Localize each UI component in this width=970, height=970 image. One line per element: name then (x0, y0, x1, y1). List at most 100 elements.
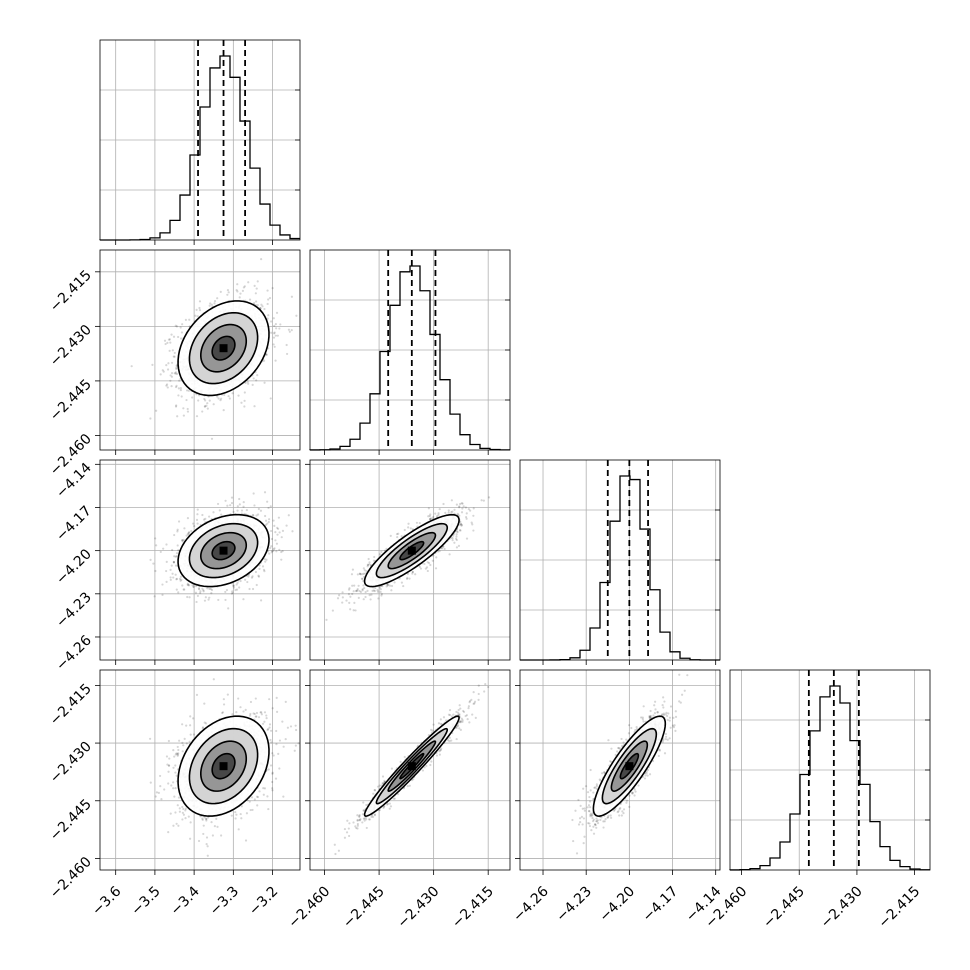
sample-point (390, 589, 393, 592)
sample-point (367, 563, 370, 567)
sample-point (347, 588, 351, 591)
sample-point (371, 589, 374, 593)
sample-point (251, 513, 254, 517)
sample-point (196, 594, 199, 598)
y-tick-label: −2.415 (47, 267, 95, 315)
sample-point (204, 517, 207, 520)
sample-point (228, 397, 231, 400)
sample-point (270, 320, 273, 323)
sample-point (348, 601, 351, 604)
sample-point (469, 509, 472, 512)
sample-point (254, 300, 258, 303)
sample-point (369, 598, 372, 601)
sample-point (268, 296, 272, 300)
sample-point (256, 513, 260, 516)
sample-point (386, 583, 389, 586)
sample-point (472, 514, 475, 517)
sample-point (173, 372, 176, 375)
sample-point (354, 609, 357, 612)
sample-point (434, 567, 438, 570)
sample-point (185, 398, 188, 402)
sample-point (169, 341, 172, 344)
sample-point (172, 561, 176, 564)
sample-point (173, 533, 176, 537)
sample-point (274, 530, 277, 534)
sample-point (256, 374, 259, 377)
sample-point (452, 534, 455, 537)
sample-point (274, 334, 277, 337)
sample-point (222, 408, 225, 412)
sample-point (467, 508, 470, 511)
panel-frame (309, 459, 511, 661)
sample-point (187, 584, 191, 587)
sample-point (175, 367, 178, 370)
sample-point (457, 513, 460, 516)
sample-point (378, 586, 381, 589)
sample-point (438, 508, 441, 511)
sample-point (365, 570, 368, 573)
sample-point (366, 565, 369, 568)
sample-point (177, 549, 180, 552)
sample-point (388, 584, 392, 587)
sample-point (263, 557, 266, 561)
sample-point (424, 567, 427, 570)
sample-point (358, 572, 362, 576)
sample-point (450, 499, 453, 502)
sample-point (231, 591, 234, 595)
sample-point (274, 359, 277, 362)
sample-point (159, 550, 162, 554)
sample-point (402, 584, 405, 588)
sample-point (226, 504, 229, 507)
sample-point (206, 587, 209, 590)
sample-point (169, 576, 172, 579)
sample-point (267, 314, 270, 317)
sample-point (362, 598, 365, 601)
sample-point (353, 584, 356, 587)
sample-point (188, 531, 191, 534)
sample-point (177, 335, 180, 339)
sample-point (290, 295, 294, 298)
sample-point (208, 587, 211, 591)
sample-point (226, 293, 229, 296)
sample-point (174, 564, 178, 567)
sample-point (159, 373, 162, 376)
sample-point (272, 549, 275, 552)
sample-point (235, 583, 238, 586)
sample-point (236, 505, 239, 508)
sample-point (226, 289, 230, 292)
sample-point (414, 573, 417, 576)
x-tick-label: −2.430 (818, 884, 866, 932)
y-tick-label: −4.26 (53, 632, 95, 674)
sample-point (460, 523, 464, 527)
sample-point (236, 290, 239, 293)
sample-point (453, 541, 456, 544)
sample-point (212, 511, 215, 514)
sample-point (363, 569, 366, 572)
sample-point (442, 545, 445, 548)
sample-point (269, 546, 272, 550)
sample-point (208, 304, 211, 307)
sample-point (219, 399, 222, 402)
sample-point (362, 567, 365, 570)
sample-point (376, 590, 380, 593)
sample-point (179, 388, 182, 392)
sample-point (455, 537, 458, 540)
x-tick-label: −2.445 (760, 884, 808, 932)
sample-point (237, 394, 240, 397)
sample-point (279, 323, 282, 326)
scatter-panel-3-0: −3.6 −3.5 −3.4 −3.3 −3.2−2.460−2.445−2.430−2… (47, 669, 301, 919)
sample-point (461, 507, 464, 510)
sample-point (196, 315, 199, 318)
sample-point (209, 587, 212, 590)
density-peak (407, 546, 416, 555)
sample-point (231, 590, 234, 593)
sample-point (186, 410, 190, 413)
sample-point (451, 537, 454, 540)
sample-point (212, 403, 215, 406)
sample-point (195, 518, 199, 521)
sample-point (174, 371, 178, 374)
sample-point (198, 300, 202, 303)
sample-point (385, 547, 388, 550)
histogram-series (100, 55, 300, 241)
sample-point (169, 568, 172, 571)
